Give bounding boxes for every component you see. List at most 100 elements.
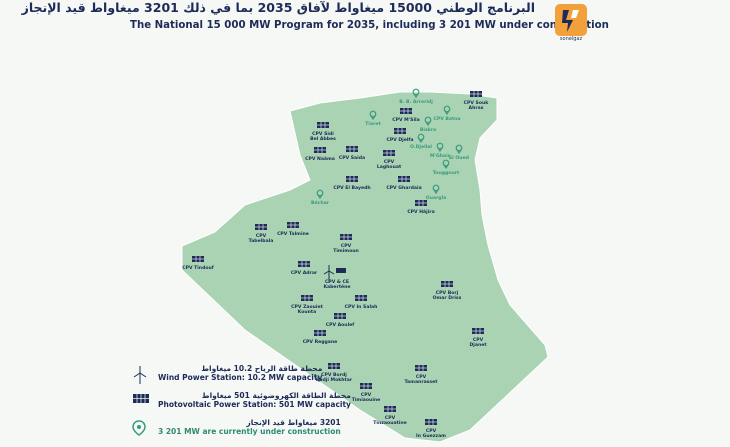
station-label: CPV Zaouiet Kounta [291,304,323,315]
station-label: CPV Sidi Bel Abbes [310,131,336,142]
station-marker: CPV M'Sila [392,108,420,123]
station-label: CPV Souk Ahras [464,100,490,111]
station-label: CPV Naâma [305,155,335,162]
station-marker: CPV Naâma [305,147,335,162]
solar-panel-icon [360,383,372,389]
solar-panel-icon [346,146,358,152]
station-marker: CPV Timimoun [333,234,359,254]
solar-panel-icon [441,281,453,287]
solar-panel-icon [383,150,395,156]
legend-wind-ar: محطة طاقة الرياح 10.2 ميغاواط [201,364,323,373]
solar-panel-icon [298,261,310,267]
station-label: Tiaret [365,121,381,127]
station-label: Béchar [311,199,330,206]
location-pin-icon [436,142,444,153]
station-label: CPV Reggane [303,339,338,345]
solar-panel-icon [400,108,412,114]
legend-solar-en: Photovoltaic Power Station: 501 MW capac… [158,400,351,409]
station-marker: B. B. Arreridj [399,88,433,105]
solar-panel-icon [425,419,437,425]
station-label: CPV In Guezzam [416,428,446,439]
station-marker: M'Ghair [430,142,451,159]
algeria-territory [181,91,549,443]
solar-panel-icon [472,328,484,334]
station-label: CPV Saida [339,155,365,161]
location-pin-icon [316,189,324,200]
station-marker: CPV Djelfa [386,128,414,143]
station-label: B. B. Arreridj [399,99,433,105]
station-marker: CPV In Salah [345,295,378,310]
solar-panel-icon [340,234,352,240]
station-marker: CPV Adrar [291,261,318,276]
station-label: CPV Tamanrasset [405,374,439,385]
station-marker: CPV Batna [433,105,461,122]
station-marker: El Oued [449,144,469,161]
solar-panel-icon [470,91,482,97]
solar-panel-icon [317,122,329,128]
location-pin-icon [442,159,450,170]
wind-turbine-icon [133,366,147,384]
title-english: The National 15 000 MW Program for 2035,… [130,20,609,31]
station-label: O.Djellal [410,144,432,150]
station-marker: CPV Tinzaouatine [373,406,407,426]
station-marker: CPV El Bayedh [333,176,371,191]
solar-panel-icon [314,147,326,153]
legend-construction: 3201 ميغاواط قيد الإنجاز 3 201 MW are cu… [132,418,372,442]
legend-wind-en: Wind Power Station: 10.2 MW capacity [158,373,323,382]
location-pin-icon [417,133,425,144]
legend-construction-ar: 3201 ميغاواط قيد الإنجاز [246,418,341,427]
station-marker: CPV Ghardaia [386,176,422,191]
station-label: CPV Ghardaia [386,185,421,191]
station-label: CPV Djelfa [386,137,413,143]
solar-panel-icon [255,224,267,230]
station-marker: Biskra [420,116,436,133]
station-marker: Tiaret [365,110,381,127]
station-label: Biskra [420,127,436,133]
station-label: CPV Djanet [469,337,487,348]
station-label: CPV Batna [433,116,460,122]
title-arabic: البرنامج الوطني 15000 ميغاواط لآفاق 2035… [21,0,535,15]
station-label: CPV In Salah [345,304,378,310]
station-marker: CPV Tindouf [182,256,215,271]
legend-solar: محطة الطاقة الكهروضوئية 501 ميغاواط Phot… [132,391,372,415]
solar-panel-icon [398,176,410,182]
station-marker: CPV Saida [339,146,365,161]
solar-panel-icon [192,256,204,262]
station-marker: CPV Bordj Badji Mokhtar [316,363,353,383]
legend-construction-en: 3 201 MW are currently under constructio… [158,427,341,436]
legend-solar-ar: محطة الطاقة الكهروضوئية 501 ميغاواط [201,391,351,400]
solar-panel-icon [334,313,346,319]
station-marker: CPV Zaouiet Kounta [291,295,324,315]
solar-panel-icon [355,295,367,301]
station-label: CPV Tinzaouatine [373,415,406,426]
station-label: CPV Adrar [291,270,318,276]
station-marker: CPV Sidi Bel Abbes [310,122,336,142]
station-marker: CPV Timiaouine [352,383,381,403]
location-pin-icon [132,420,146,436]
location-pin-icon [424,116,432,127]
station-label: Ouargla [426,195,447,201]
legend-wind: محطة طاقة الرياح 10.2 ميغاواط Wind Power… [132,364,372,388]
station-label: M'Ghair [430,153,451,159]
station-marker: Touggourt [433,159,460,176]
station-label: CPV Aoulef [326,322,356,328]
solar-panel-icon [314,330,326,336]
station-label: El Oued [449,155,469,161]
solar-panel-icon [301,295,313,301]
solar-panel-icon [384,406,396,412]
location-pin-icon [455,144,463,155]
location-pin-icon [412,88,420,99]
station-label: CPV Hâjira [407,208,434,215]
station-label: CPV Timiaouine [352,392,381,403]
station-marker: Ouargla [426,184,447,201]
solar-panel-icon [287,222,299,228]
solar-panel-icon [415,365,427,371]
station-label: CPV Laghouat [377,159,402,170]
station-marker: CPV & CE Kaberténe [323,265,351,290]
logo-text: sonelgaz [559,36,583,42]
station-label: CPV Tindouf [182,265,215,271]
station-marker: CPV Aoulef [326,313,356,328]
solar-panel-icon [328,363,340,369]
solar-panel-icon [394,128,406,134]
